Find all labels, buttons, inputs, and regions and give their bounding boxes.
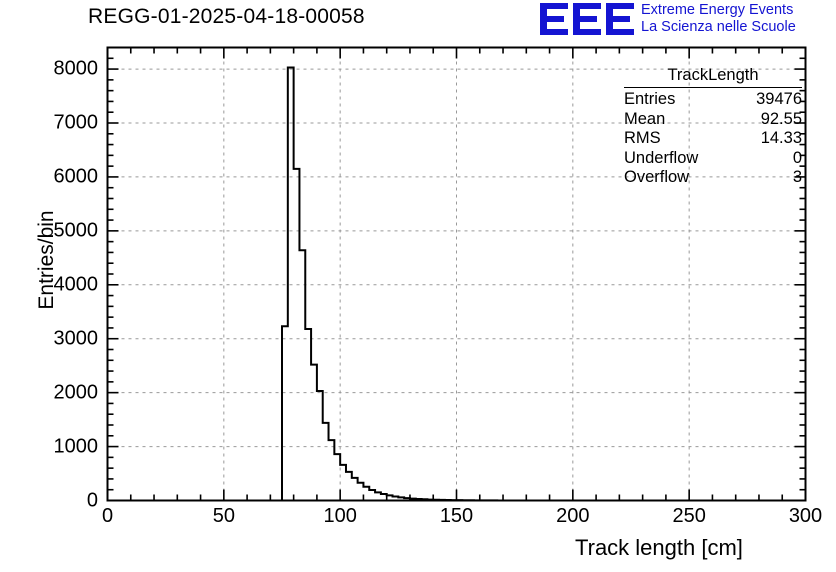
eee-logo-text: Extreme Energy Events La Scienza nelle S…: [641, 2, 796, 35]
y-tick-label: 2000: [53, 381, 99, 404]
stats-row-label: Entries: [624, 90, 676, 108]
stats-row-value: 92.55: [760, 109, 802, 128]
y-tick-label: 4000: [53, 273, 99, 296]
y-tick-label: 1000: [53, 435, 99, 458]
stats-row: Underflow 0: [610, 149, 806, 169]
x-tick-label: 150: [439, 504, 474, 527]
stats-row: Overflow 3: [610, 168, 806, 188]
x-tick-label: 200: [556, 504, 590, 527]
y-tick-label: 6000: [53, 165, 99, 188]
stats-row-value: 3: [792, 168, 802, 186]
x-tick-label: 300: [788, 504, 823, 527]
stats-row-label: Mean: [624, 109, 666, 128]
stats-row-value: 14.33: [760, 129, 802, 147]
x-tick-label: 100: [323, 504, 357, 527]
page-title: REGG-01-2025-04-18-00058: [88, 5, 365, 28]
eee-logo-line2: La Scienza nelle Scuole: [641, 18, 796, 35]
stats-row-label: RMS: [624, 129, 661, 147]
eee-logo: Extreme Energy Events La Scienza nelle S…: [540, 2, 796, 36]
x-axis-title: Track length [cm]: [575, 535, 743, 560]
stats-row: RMS 14.33: [610, 129, 806, 149]
stats-row-value: 39476: [756, 90, 802, 108]
stats-row-label: Overflow: [624, 168, 690, 186]
eee-logo-mark: [540, 3, 634, 35]
grid-lines: [107, 47, 806, 501]
axis-ticks: [106, 46, 807, 502]
stats-row: Mean 92.55: [610, 110, 806, 130]
stats-box: TrackLength Entries 39476 Mean 92.55 RMS 14.3…: [610, 66, 806, 188]
x-tick-label: 50: [212, 504, 235, 527]
stats-title: TrackLength: [624, 66, 802, 88]
x-tick-label: 0: [101, 504, 114, 527]
y-tick-label: 8000: [53, 57, 99, 80]
stats-row: Entries 39476: [610, 90, 806, 110]
eee-logo-line1: Extreme Energy Events: [641, 2, 794, 18]
stats-row-label: Underflow: [624, 148, 699, 167]
stats-rows: Entries 39476 Mean 92.55 RMS 14.33 Underflow 0 O…: [610, 90, 806, 188]
y-tick-label: 7000: [53, 111, 99, 134]
stats-row-value: 0: [792, 148, 802, 167]
y-tick-label: 5000: [53, 219, 99, 242]
x-tick-label: 250: [672, 504, 706, 527]
y-tick-label: 0: [86, 489, 98, 511]
y-tick-label: 3000: [53, 327, 99, 350]
